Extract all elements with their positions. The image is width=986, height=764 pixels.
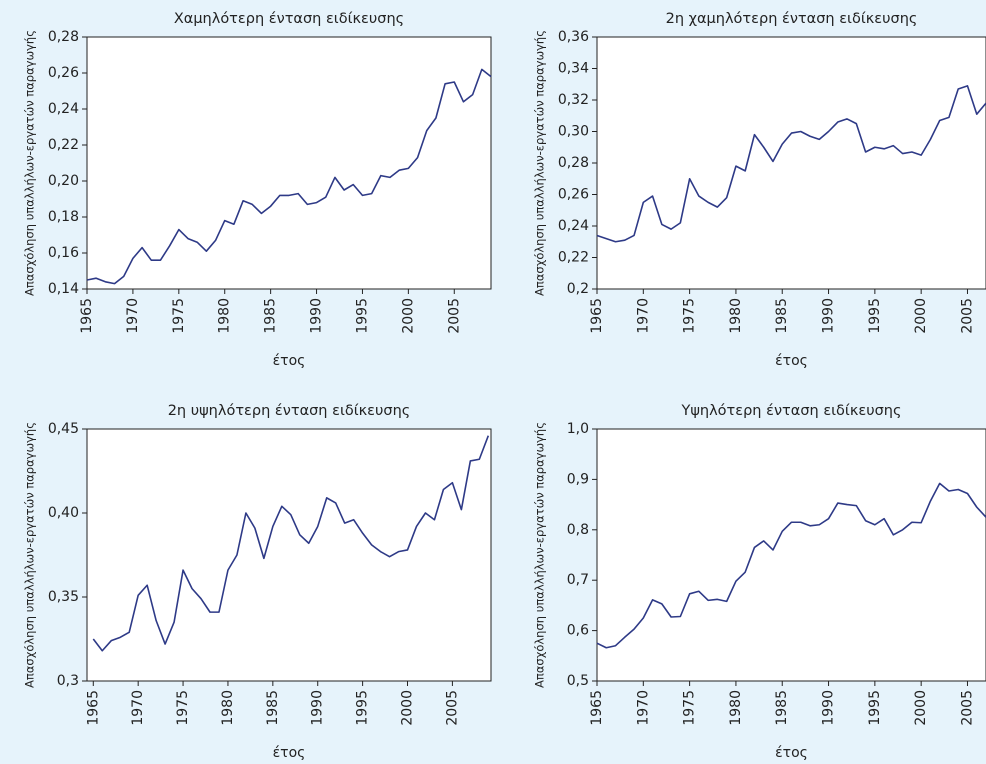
- x-axis-label: έτος: [775, 745, 808, 761]
- y-tick-label: 0,18: [48, 209, 79, 225]
- x-tick-label: 1995: [867, 690, 883, 726]
- x-tick-label: 2000: [400, 690, 416, 726]
- data-line: [92, 435, 490, 652]
- x-axis-label: έτος: [273, 745, 306, 761]
- x-tick-label: 1970: [635, 690, 651, 726]
- y-tick-label: 0,32: [558, 92, 589, 108]
- x-tick-label: 1995: [867, 298, 883, 334]
- x-tick-label: 2005: [444, 690, 460, 726]
- y-tick-label: 0,7: [567, 572, 589, 588]
- x-tick-label: 2005: [446, 298, 462, 334]
- x-axis-label: έτος: [775, 353, 808, 369]
- y-tick-label: 1,0: [567, 421, 589, 437]
- x-tick-label: 1965: [589, 298, 605, 334]
- x-axis-label: έτος: [273, 353, 306, 369]
- x-tick-label: 1995: [355, 690, 371, 726]
- y-tick-label: 0,24: [48, 101, 79, 117]
- x-tick-label: 1980: [728, 298, 744, 334]
- y-axis-label: Απασχόληση υπαλλήλων-εργατών παραγωγής: [23, 422, 37, 688]
- data-line: [596, 85, 986, 243]
- chart-title: 2η χαμηλότερη ένταση ειδίκευσης: [666, 11, 918, 27]
- x-tick-label: 1990: [821, 690, 837, 726]
- x-tick-label: 2005: [959, 690, 975, 726]
- y-tick-label: 0,9: [567, 471, 589, 487]
- x-tick-label: 1975: [682, 298, 698, 334]
- y-tick-label: 0,36: [558, 29, 589, 45]
- y-tick-label: 0,14: [48, 281, 79, 297]
- plot-area: [596, 36, 986, 290]
- y-tick-label: 0,3: [57, 673, 79, 689]
- x-tick-label: 1985: [263, 298, 279, 334]
- y-axis-label: Απασχόληση υπαλλήλων-εργατών παραγωγής: [23, 30, 37, 296]
- x-tick-label: 2000: [913, 690, 929, 726]
- x-tick-label: 2005: [959, 298, 975, 334]
- x-tick-label: 1975: [175, 690, 191, 726]
- y-tick-label: 0,22: [48, 137, 79, 153]
- y-tick-label: 0,16: [48, 245, 79, 261]
- plot-area: [86, 428, 492, 682]
- y-tick-label: 0,24: [558, 218, 589, 234]
- plot-area: [86, 36, 492, 290]
- x-tick-label: 2000: [400, 298, 416, 334]
- y-tick-label: 0,35: [48, 589, 79, 605]
- x-tick-label: 1990: [821, 298, 837, 334]
- plot-area: [596, 428, 986, 682]
- data-line: [86, 68, 492, 285]
- x-tick-label: 1965: [79, 298, 95, 334]
- x-tick-label: 1980: [217, 298, 233, 334]
- x-tick-label: 1970: [125, 298, 141, 334]
- x-tick-label: 1970: [130, 690, 146, 726]
- y-tick-label: 0,5: [567, 673, 589, 689]
- y-tick-label: 0,8: [567, 522, 589, 538]
- y-tick-label: 0,6: [567, 623, 589, 639]
- y-tick-label: 0,34: [558, 61, 589, 77]
- y-tick-label: 0,22: [558, 250, 589, 266]
- x-tick-label: 1980: [728, 690, 744, 726]
- x-tick-label: 1965: [85, 690, 101, 726]
- data-line: [596, 482, 986, 649]
- x-tick-label: 1990: [309, 298, 325, 334]
- x-tick-label: 1985: [774, 298, 790, 334]
- y-tick-label: 0,26: [558, 187, 589, 203]
- x-tick-label: 1975: [682, 690, 698, 726]
- x-tick-label: 1995: [354, 298, 370, 334]
- y-tick-label: 0,28: [558, 155, 589, 171]
- x-tick-label: 1990: [310, 690, 326, 726]
- x-tick-label: 1985: [774, 690, 790, 726]
- chart-title: Χαμηλότερη ένταση ειδίκευσης: [174, 11, 404, 27]
- y-axis-label: Απασχόληση υπαλλήλων-εργατών παραγωγής: [533, 30, 547, 296]
- y-tick-label: 0,45: [48, 421, 79, 437]
- x-tick-label: 1975: [171, 298, 187, 334]
- x-tick-label: 1985: [265, 690, 281, 726]
- chart-title: Υψηλότερη ένταση ειδίκευσης: [680, 403, 901, 419]
- y-tick-label: 0,28: [48, 29, 79, 45]
- y-tick-label: 0,20: [48, 173, 79, 189]
- x-tick-label: 1970: [635, 298, 651, 334]
- y-tick-label: 0,2: [567, 281, 589, 297]
- y-tick-label: 0,30: [558, 124, 589, 140]
- x-tick-label: 1965: [589, 690, 605, 726]
- x-tick-label: 1980: [220, 690, 236, 726]
- y-axis-label: Απασχόληση υπαλλήλων-εργατών παραγωγής: [533, 422, 547, 688]
- y-tick-label: 0,26: [48, 65, 79, 81]
- chart-title: 2η υψηλότερη ένταση ειδίκευσης: [168, 403, 411, 419]
- x-tick-label: 2000: [913, 298, 929, 334]
- y-tick-label: 0,40: [48, 505, 79, 521]
